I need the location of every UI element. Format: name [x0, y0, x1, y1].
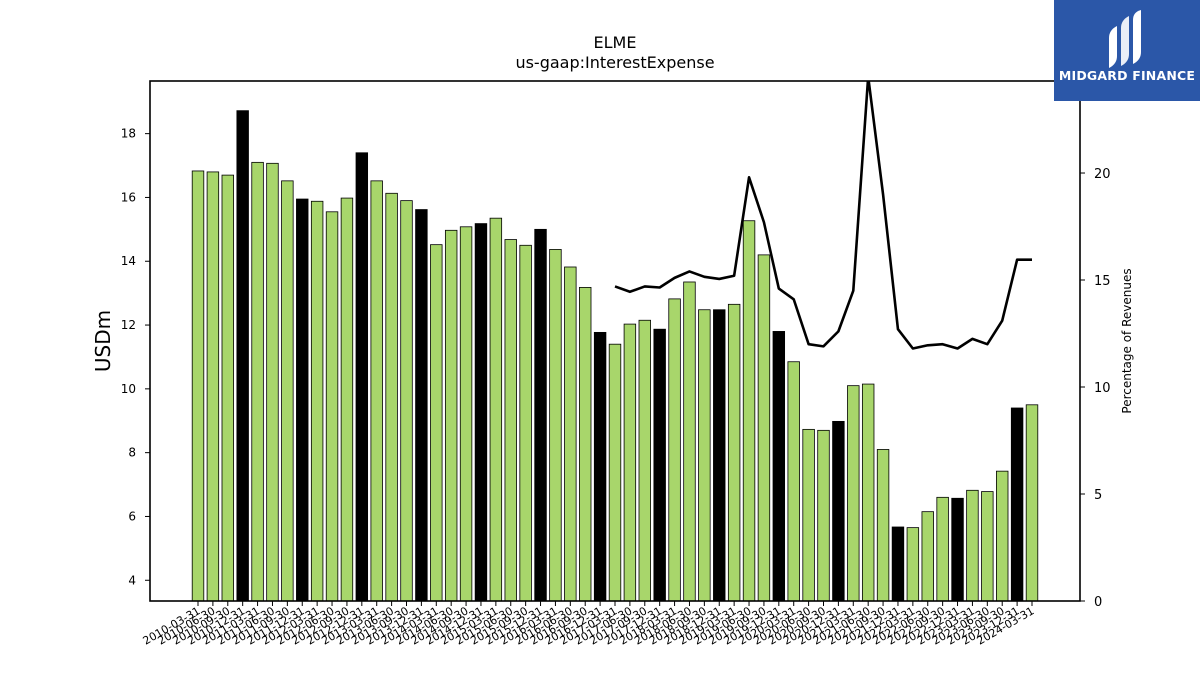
- chart-title: ELME: [594, 33, 637, 52]
- bar: [742, 220, 756, 602]
- bar: [340, 197, 354, 602]
- bar: [981, 491, 994, 602]
- bar: [906, 527, 920, 602]
- bar: [415, 209, 428, 602]
- line-group: [614, 81, 1032, 350]
- y-axis-right-label: Percentage of Revenues: [1120, 268, 1134, 413]
- y-tick-label: 4: [128, 573, 136, 587]
- bar: [221, 174, 234, 602]
- y-axis-label: USDm: [91, 310, 115, 372]
- bar: [191, 170, 205, 602]
- y-tick-label: 14: [121, 254, 136, 268]
- bar: [236, 110, 249, 602]
- bar: [802, 428, 815, 602]
- bar: [1025, 404, 1039, 602]
- bar: [653, 328, 666, 602]
- bar: [325, 211, 339, 602]
- bar: [608, 343, 622, 602]
- bar: [832, 420, 845, 602]
- bar: [549, 249, 562, 602]
- brand-name: MIDGARD FINANCE: [1058, 68, 1196, 83]
- bar: [891, 526, 905, 602]
- bar: [772, 331, 786, 602]
- chart-subtitle: us-gaap:InterestExpense: [515, 53, 714, 72]
- bar: [579, 286, 592, 602]
- bar: [564, 266, 577, 602]
- y-tick-label: 8: [128, 446, 136, 460]
- brand-logo: MIDGARD FINANCE: [1054, 0, 1200, 101]
- bar-group: [191, 110, 1039, 602]
- bar: [623, 323, 637, 602]
- bar: [400, 200, 413, 602]
- midgard-logo-icon: [1109, 10, 1141, 68]
- bar: [266, 162, 279, 602]
- bar: [519, 244, 532, 602]
- series-line: [614, 81, 1032, 350]
- bar: [757, 254, 771, 602]
- bar: [489, 217, 503, 602]
- y-right-tick-label: 0: [1094, 595, 1102, 610]
- bar: [951, 497, 964, 602]
- bar: [996, 470, 1009, 602]
- y-tick-label: 10: [121, 382, 136, 396]
- bar: [355, 152, 369, 602]
- bar: [430, 244, 443, 602]
- bar: [444, 229, 458, 602]
- y-right-tick-label: 20: [1094, 167, 1111, 182]
- y-tick-label: 16: [121, 190, 136, 204]
- bar: [727, 303, 741, 602]
- axes: 4681012141618051015202010-03-312010-06-3…: [121, 80, 1111, 648]
- bar: [206, 171, 220, 602]
- bar: [683, 281, 696, 602]
- y-right-tick-label: 15: [1094, 274, 1111, 289]
- bar: [966, 489, 979, 602]
- y-tick-label: 18: [121, 127, 136, 141]
- bar: [817, 429, 830, 602]
- bar: [370, 180, 383, 602]
- bar: [385, 192, 398, 602]
- bar: [876, 449, 890, 602]
- bar: [861, 383, 875, 602]
- bar: [936, 496, 949, 602]
- bar: [638, 319, 651, 602]
- bar: [713, 309, 726, 602]
- bar: [847, 385, 860, 602]
- bar: [921, 511, 934, 602]
- y-right-tick-label: 10: [1094, 381, 1111, 396]
- bar: [504, 239, 517, 602]
- bar: [310, 200, 324, 602]
- bar: [251, 161, 264, 602]
- bar: [668, 298, 681, 602]
- bar: [593, 331, 607, 602]
- bar: [787, 361, 800, 602]
- bar: [281, 180, 294, 602]
- bar: [534, 228, 547, 602]
- y-right-tick-label: 5: [1094, 488, 1102, 503]
- bar: [1010, 407, 1024, 602]
- bar: [459, 226, 473, 602]
- bar: [474, 223, 488, 602]
- bar: [296, 198, 309, 602]
- y-tick-label: 12: [121, 318, 136, 332]
- bar: [698, 309, 711, 602]
- y-tick-label: 6: [128, 509, 136, 523]
